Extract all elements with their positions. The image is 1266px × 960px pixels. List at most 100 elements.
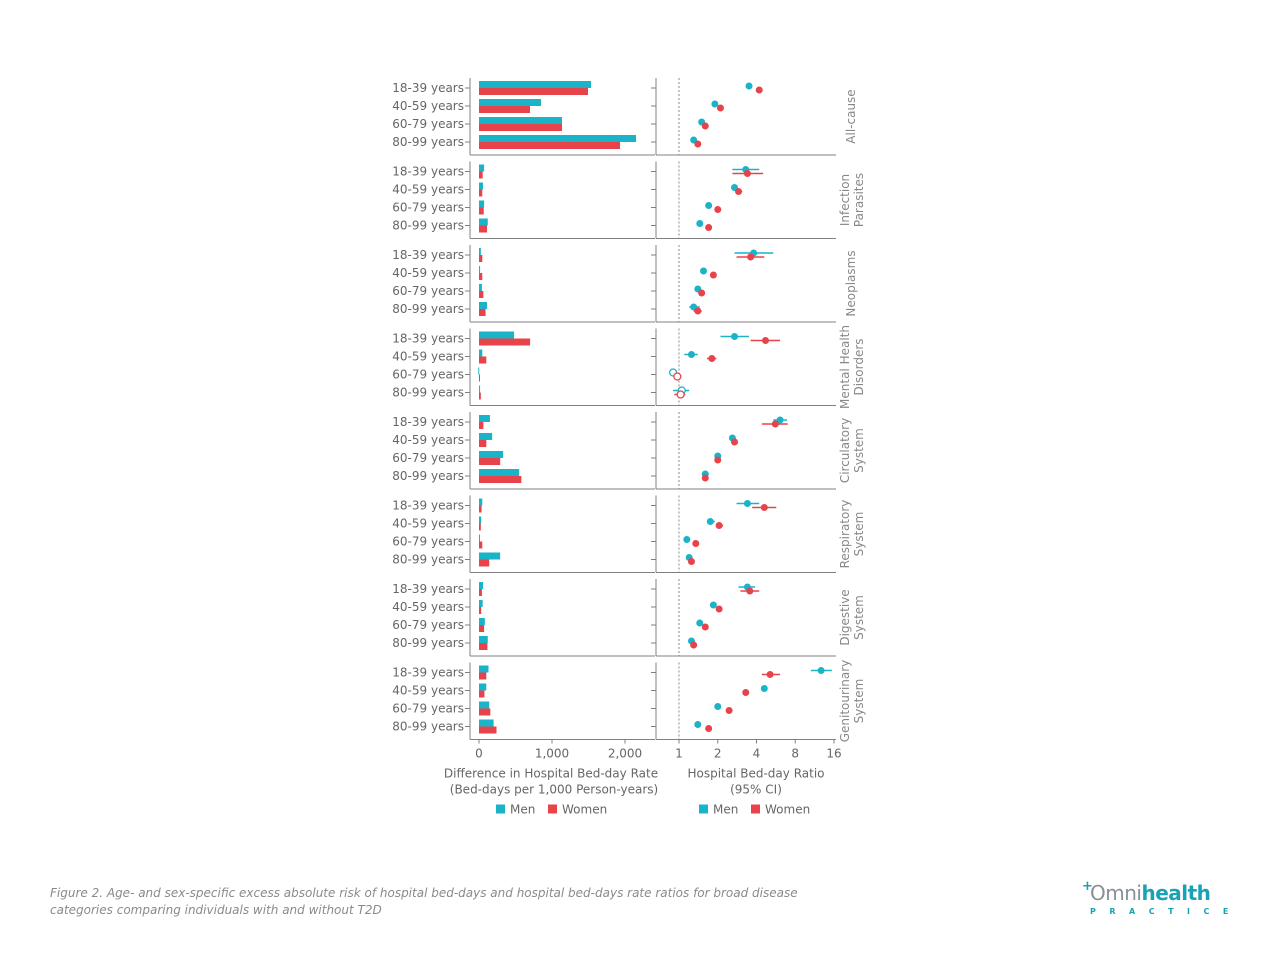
bar-women [479,255,483,262]
bar-women [479,124,563,131]
point-women [731,438,739,446]
point-women [701,122,709,130]
panel-label-line: System [852,428,866,473]
point-men [743,500,751,507]
point-women [747,253,755,261]
age-group-label: 18-39 years [392,165,464,179]
bar-men [479,302,488,309]
bar-women [479,607,482,614]
bar-men [479,618,485,625]
point-men [700,267,708,275]
bar-women [479,589,482,596]
point-women [690,641,698,649]
point-women [694,140,702,148]
bar-men [479,415,490,422]
forest-legend-men-label: Men [713,803,738,817]
bar-men [479,433,493,440]
point-women [755,86,763,94]
point-men [706,518,714,525]
age-group-label: 40-59 years [392,684,464,698]
figure-chart: 18-39 years 40-59 years 60-79 years 80-99 y… [392,78,866,817]
point-men [683,536,691,543]
point-women [701,623,709,631]
point-men [696,220,704,227]
panel-label-line: System [852,595,866,640]
age-group-label: 60-79 years [392,618,464,632]
bar-women [479,505,482,513]
bar-women [479,309,486,316]
bar-xtick-label: 2,000 [608,747,642,761]
forest-xtick-label: 2 [714,747,722,761]
logo-health: health [1141,881,1211,905]
bar-women [479,643,488,650]
point-women [746,587,754,595]
bar-women [479,338,531,346]
bar-women [479,106,531,113]
bar-legend-men-swatch [496,804,505,814]
age-group-label: 60-79 years [392,201,464,215]
bar-men [479,218,488,226]
panel-label: All-cause [844,89,858,143]
bar-women [479,291,484,298]
plus-icon: + [1082,879,1093,894]
point-women [716,104,724,112]
point-men [705,202,713,209]
age-group-label: 60-79 years [392,284,464,298]
age-group-label: 18-39 years [392,332,464,346]
point-men [760,685,768,692]
bar-women [479,189,483,197]
point-women [705,224,713,231]
panel-label-line: Parasites [852,173,866,227]
forest-xtick-label: 4 [753,747,761,761]
age-group-label: 40-59 years [392,433,464,447]
point-women [742,689,750,696]
panel-label-line: Respiratory [838,500,852,569]
forest-xtick-label: 1 [675,747,683,761]
point-women [714,206,722,213]
panel-label: GenitourinarySystem [838,660,866,743]
bar-women [479,690,485,698]
panel-label: RespiratorySystem [838,500,866,569]
bar-men [479,284,482,291]
bar-men [479,385,481,393]
point-women [694,307,702,315]
forest-xlabel: Hospital Bed-day Ratio [687,767,824,781]
bar-women [479,458,501,465]
age-group-label: 40-59 years [392,600,464,614]
point-women [715,522,723,529]
age-group-label: 80-99 years [392,386,464,400]
forest-xtick-label: 16 [826,747,841,761]
bar-xlabel-units: (Bed-days per 1,000 Person-years) [450,783,658,797]
age-group-label: 18-39 years [392,248,464,262]
bar-men [479,701,490,709]
point-men [711,100,719,108]
point-women [692,540,700,547]
bar-men [479,331,515,339]
point-women [715,605,723,613]
bar-women [479,273,483,280]
point-women [762,337,770,344]
bar-legend-women-label: Women [562,803,607,817]
point-men [776,416,784,424]
bar-women [479,207,484,215]
bar-xtick-label: 1,000 [535,747,569,761]
omnihealth-logo: + Omnihealth PRACTICE [1082,879,1228,921]
bar-women [479,708,491,716]
point-women [714,456,722,464]
age-group-label: 40-59 years [392,99,464,113]
age-group-label: 80-99 years [392,135,464,149]
panel-label-line: Disorders [852,338,866,395]
point-women [743,170,751,177]
bar-men [479,135,637,142]
age-group-label: 18-39 years [392,499,464,513]
point-women [687,558,695,565]
age-group-label: 80-99 years [392,469,464,483]
point-women [705,725,713,732]
point-women [725,707,733,714]
age-group-label: 80-99 years [392,553,464,567]
bar-men [479,182,484,190]
point-women [676,390,685,399]
bar-women [479,559,490,567]
age-group-label: 80-99 years [392,720,464,734]
bar-legend-men-label: Men [510,803,535,817]
